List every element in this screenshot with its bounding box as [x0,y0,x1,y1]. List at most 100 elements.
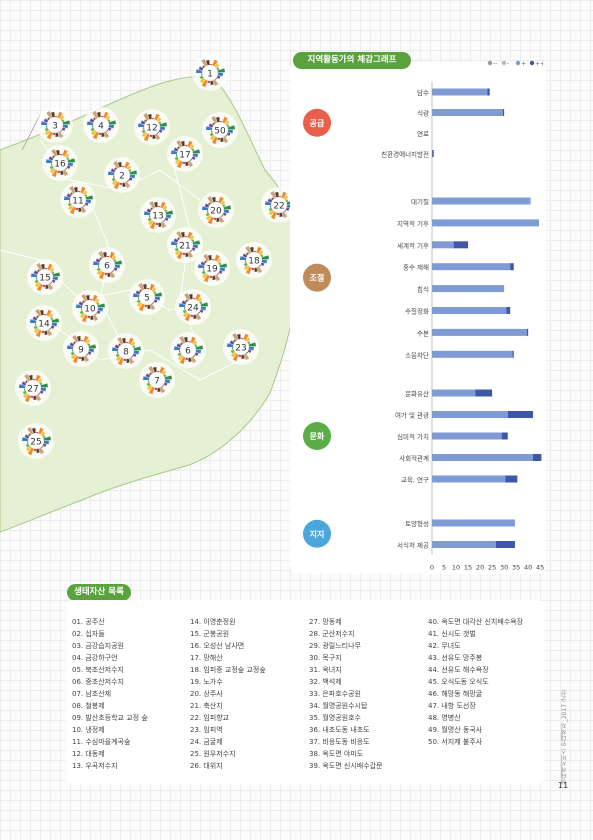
site-petal [119,182,122,185]
bar-segment-strong [501,432,508,440]
bar-category-label: 친환경에너지발전 [381,150,429,159]
site-petal [152,134,156,139]
bar-segment-positive [432,109,503,116]
bar-segment-strong [512,350,514,358]
site-petal [267,198,273,203]
site-petal [165,210,173,215]
site-number: 21 [179,242,190,252]
site-petal [184,337,188,343]
site-petal [59,115,65,120]
site-petal [51,149,58,157]
site-petal [155,222,158,225]
x-tick-label: 15 [464,564,472,572]
asset-list-panel [66,600,544,784]
site-petal [154,202,158,208]
bar-category-label: 침식 [417,285,429,294]
bar-segment-strong [507,411,533,418]
site-marker: 5 [129,279,165,315]
bar-segment-positive [432,475,506,483]
site-petal [182,309,187,314]
site-petal [192,245,198,249]
site-marker: 3 [37,107,73,143]
site-petal [118,162,122,168]
site-petal [192,149,200,154]
site-petal [198,66,204,71]
site-petal [36,263,43,271]
site-petal [128,177,133,181]
site-petal [214,254,220,262]
asset-list-item: 30. 목구지 [309,654,342,662]
site-marker: 11 [60,182,96,218]
site-petal [50,325,55,329]
site-petal [149,283,155,291]
site-petal [198,264,205,268]
site-petal [138,303,145,312]
site-number: 6 [185,347,191,357]
site-petal [36,283,43,292]
site-petal [212,59,218,67]
site-petal [206,60,210,66]
site-petal [209,135,216,141]
site-petal [174,346,181,350]
site-petal [128,337,134,345]
asset-list-item: 24. 금굴제 [190,738,223,746]
site-petal [146,382,151,387]
site-petal [160,221,167,229]
site-petal [114,260,122,265]
map: 123 4566789101112131415161718192021222324… [0,55,299,533]
site-petal [138,283,145,291]
site-petal [164,380,170,384]
site-number: 13 [152,212,163,222]
site-petal [109,271,116,279]
site-petal [80,186,86,194]
site-petal [29,375,33,381]
site-marker: 8 [108,333,144,369]
bar-segment-positive [432,219,539,227]
site-petal [78,301,84,306]
site-petal [187,231,193,239]
site-petal [27,427,34,435]
site-marker: 1 [192,55,228,91]
site-petal [133,346,141,351]
site-petal [203,274,210,283]
site-petal [41,121,48,125]
bar-segment-positive [432,197,531,205]
site-petal [214,274,221,282]
site-petal [191,156,196,160]
site-petal [215,77,218,80]
site-marker: 22 [261,187,297,223]
site-petal [129,170,137,175]
site-petal [202,206,209,210]
site-petal [268,210,275,216]
site-petal [140,120,146,125]
site-petal [30,319,37,323]
site-marker: 23 [223,329,259,365]
site-petal [115,353,120,358]
site-petal [156,117,162,122]
site-petal [43,118,49,123]
asset-list-item: 26. 대위지 [190,762,223,770]
site-petal [270,191,277,199]
site-petal [83,335,89,343]
site-petal [24,374,31,382]
site-petal [218,196,224,204]
site-petal [70,354,77,360]
site-petal [122,182,126,187]
site-petal [106,129,109,132]
site-petal [190,356,197,364]
site-petal [49,267,55,272]
site-number: 9 [78,346,84,356]
site-petal [111,177,116,182]
site-petal [193,354,196,357]
site-number: 50 [214,127,226,137]
site-petal [44,130,51,136]
site-petal [95,312,98,315]
site-petal [57,111,63,119]
bar-category-label: 사회적관계 [399,454,429,463]
site-petal [240,256,247,260]
bar-segment-strong [506,307,511,314]
site-petal [237,334,241,340]
site-petal [127,179,130,182]
site-petal [241,354,245,359]
site-center [98,256,116,274]
